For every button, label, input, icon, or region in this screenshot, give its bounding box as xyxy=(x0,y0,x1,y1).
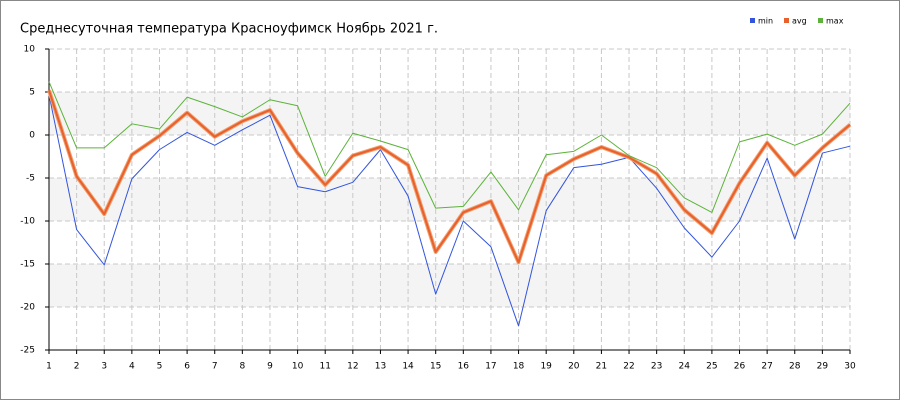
x-tick-label: 14 xyxy=(402,362,414,372)
x-tick-label: 17 xyxy=(485,362,496,372)
legend-swatch xyxy=(784,18,789,23)
legend-label: avg xyxy=(792,17,807,26)
x-tick-label: 19 xyxy=(540,362,552,372)
x-tick-label: 22 xyxy=(623,362,634,372)
band xyxy=(49,92,850,135)
x-tick-label: 23 xyxy=(651,362,662,372)
x-tick-label: 1 xyxy=(46,362,52,372)
x-tick-label: 10 xyxy=(292,362,304,372)
y-tick-label: 5 xyxy=(29,88,35,98)
x-tick-label: 26 xyxy=(734,362,746,372)
x-tick-label: 6 xyxy=(184,362,190,372)
x-tick-label: 2 xyxy=(74,362,80,372)
line xyxy=(48,81,851,213)
x-tick-label: 28 xyxy=(789,362,801,372)
x-tick-label: 25 xyxy=(706,362,717,372)
x-tick-label: 15 xyxy=(430,362,441,372)
x-tick-label: 13 xyxy=(375,362,386,372)
chart-title: Среднесуточная температура Красноуфимск … xyxy=(20,22,438,37)
legend-label: max xyxy=(826,17,844,26)
y-tick-label: -5 xyxy=(26,174,35,184)
y-tick-label: 0 xyxy=(29,131,35,141)
x-tick-label: 16 xyxy=(458,362,470,372)
y-tick-label: -10 xyxy=(20,217,35,227)
y-tick-label: -20 xyxy=(20,303,35,313)
x-tick-label: 12 xyxy=(347,362,358,372)
legend-label: min xyxy=(758,17,773,26)
x-tick-label: 24 xyxy=(679,362,691,372)
y-tick-label: -25 xyxy=(20,346,35,356)
band xyxy=(49,264,850,307)
x-tick-label: 27 xyxy=(761,362,772,372)
x-tick-label: 11 xyxy=(319,362,330,372)
x-tick-label: 8 xyxy=(239,362,245,372)
line xyxy=(48,89,851,264)
x-tick-label: 7 xyxy=(212,362,218,372)
x-tick-label: 30 xyxy=(844,362,856,372)
x-tick-label: 4 xyxy=(129,362,135,372)
x-tick-label: 29 xyxy=(817,362,829,372)
x-tick-label: 9 xyxy=(267,362,273,372)
x-tick-label: 5 xyxy=(157,362,163,372)
x-tick-label: 3 xyxy=(101,362,107,372)
y-tick-label: -15 xyxy=(20,260,35,270)
line xyxy=(48,94,851,327)
y-tick-label: 10 xyxy=(24,45,36,55)
x-tick-label: 21 xyxy=(596,362,607,372)
legend-swatch xyxy=(818,18,823,23)
legend-swatch xyxy=(750,18,755,23)
x-tick-label: 20 xyxy=(568,362,580,372)
x-tick-label: 18 xyxy=(513,362,525,372)
